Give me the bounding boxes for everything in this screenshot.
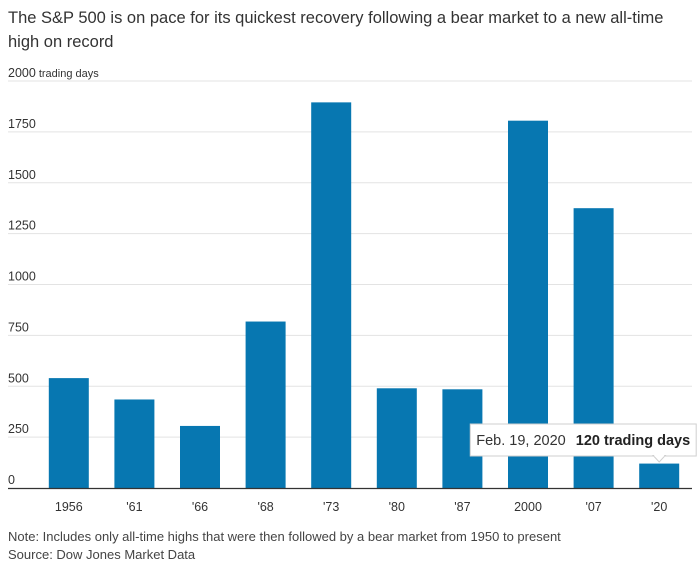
x-tick-label: '68 (257, 500, 273, 514)
bar[interactable] (114, 399, 155, 488)
annotation-date: Feb. 19, 2020 (476, 433, 566, 449)
annotation-value: 120 trading days (576, 433, 690, 449)
x-tick-label: '07 (585, 500, 601, 514)
y-tick-label: 2000 (8, 66, 36, 80)
y-tick-label: 1250 (8, 219, 36, 233)
chart-title: The S&P 500 is on pace for its quickest … (8, 9, 664, 51)
annotation-tooltip: Feb. 19, 2020 120 trading days (469, 423, 697, 463)
y-unit-label: trading days (39, 68, 99, 80)
x-tick-label: '20 (651, 500, 667, 514)
y-tick-label: 1500 (8, 168, 36, 182)
x-tick-label: '73 (323, 500, 339, 514)
bar[interactable] (376, 388, 417, 488)
bar[interactable] (245, 321, 286, 488)
bar[interactable] (48, 378, 89, 488)
x-tick-label: '87 (454, 500, 470, 514)
x-tick-label: 1956 (55, 500, 83, 514)
y-tick-label: 500 (8, 371, 29, 385)
annotation-box (469, 423, 697, 457)
x-tick-label: 2000 (514, 500, 542, 514)
y-tick-label: 1750 (8, 117, 36, 131)
bar[interactable] (639, 463, 680, 488)
x-tick-label: '80 (389, 500, 405, 514)
y-tick-label: 250 (8, 422, 29, 436)
x-tick-label: '66 (192, 500, 208, 514)
bar[interactable] (180, 425, 220, 488)
y-tick-label: 0 (8, 473, 15, 487)
x-tick-label: '61 (126, 500, 142, 514)
annotation-pointer (652, 455, 667, 463)
bar[interactable] (311, 102, 352, 489)
chart-note: Note: Includes only all-time highs that … (8, 529, 561, 544)
chart-source: Source: Dow Jones Market Data (8, 547, 196, 562)
y-tick-label: 750 (8, 320, 29, 334)
y-tick-label: 1000 (8, 270, 36, 284)
